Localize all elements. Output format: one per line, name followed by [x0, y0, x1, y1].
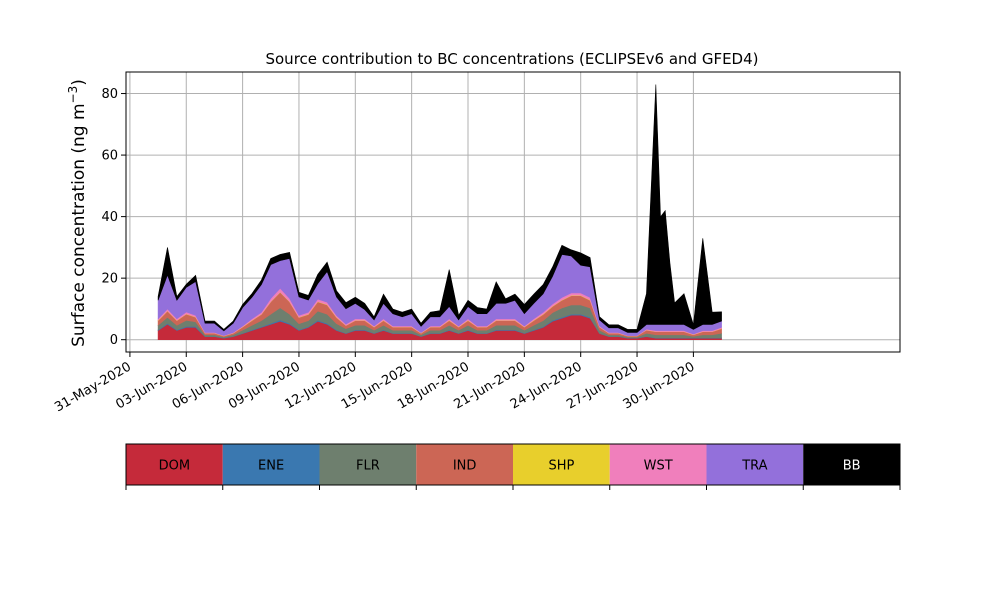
legend-label-ene: ENE: [258, 459, 284, 474]
y-axis-label-exponent: −3: [66, 86, 80, 104]
y-axis-label-main: Surface concentration (ng m: [69, 103, 89, 346]
legend-label-dom: DOM: [159, 459, 190, 474]
legend-label-ind: IND: [453, 459, 477, 474]
legend-swatch-bb: [803, 444, 900, 485]
y-tick-label: 20: [101, 272, 118, 287]
chart-title: Source contribution to BC concentrations…: [265, 50, 758, 68]
plot-frame: [125, 71, 901, 353]
legend-label-shp: SHP: [548, 459, 574, 474]
legend-swatch-dom: [126, 444, 223, 485]
stacked-areas: [157, 84, 722, 340]
legend-swatch-tra: [706, 444, 804, 485]
legend-label-tra: TRA: [741, 459, 767, 474]
legend-color-bar: DOM ENE FLR IND SHP WST TRA BB: [125, 443, 901, 490]
axis-ticks: 31-May-202003-Jun-202006-Jun-202009-Jun-…: [52, 87, 697, 415]
legend-label-wst: WST: [644, 459, 673, 474]
area-bb: [157, 84, 722, 333]
y-axis-label: Surface concentration (ng m−3): [66, 79, 89, 347]
legend-label-flr: FLR: [356, 459, 380, 474]
y-tick-label: 60: [101, 149, 118, 164]
legend-swatch-wst: [609, 444, 707, 485]
y-tick-label: 0: [110, 333, 118, 348]
legend-swatch-shp: [513, 444, 610, 485]
legend-swatch-ind: [416, 444, 513, 485]
y-tick-label: 80: [101, 87, 118, 102]
legend-swatch-ene: [222, 444, 320, 485]
y-axis-label-close: ): [69, 79, 89, 86]
y-tick-label: 40: [101, 210, 118, 225]
legend-swatch-flr: [319, 444, 417, 485]
legend-label-bb: BB: [843, 459, 861, 474]
